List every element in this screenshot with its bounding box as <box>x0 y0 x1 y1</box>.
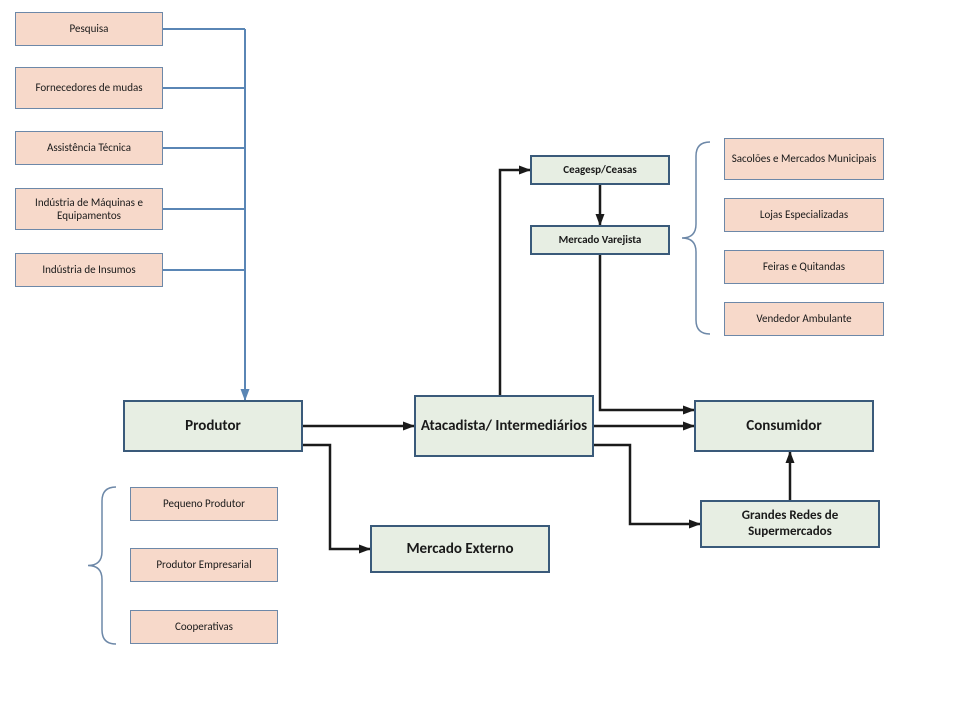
node-lojas-especializadas: Lojas Especializadas <box>724 198 884 232</box>
node-atacadista: Atacadista/ Intermediários <box>414 395 594 457</box>
label: Mercado Varejista <box>559 233 642 246</box>
node-assistencia-tecnica: Assistência Técnica <box>15 131 163 165</box>
arrow-varejista-to-consumidor <box>600 255 694 410</box>
node-pequeno-produtor: Pequeno Produtor <box>130 487 278 521</box>
label: Assistência Técnica <box>47 141 131 154</box>
label: Produtor Empresarial <box>156 558 251 571</box>
label: Indústria de Insumos <box>42 263 135 276</box>
label: Pesquisa <box>70 22 109 35</box>
label: Mercado Externo <box>406 540 513 558</box>
node-feiras-quitandas: Feiras e Quitandas <box>724 250 884 284</box>
node-produtor: Produtor <box>123 400 303 452</box>
label: Fornecedores de mudas <box>35 81 142 94</box>
label: Vendedor Ambulante <box>756 312 851 325</box>
label: Consumidor <box>746 417 821 435</box>
label: Indústria de Máquinas e Equipamentos <box>20 196 158 222</box>
node-industria-maquinas: Indústria de Máquinas e Equipamentos <box>15 188 163 230</box>
label: Lojas Especializadas <box>760 208 848 221</box>
bracket-produtor-types <box>88 487 116 644</box>
label: Atacadista/ Intermediários <box>421 417 587 435</box>
node-mercado-externo: Mercado Externo <box>370 525 550 573</box>
node-grandes-redes-supermercados: Grandes Redes de Supermercados <box>700 500 880 548</box>
label: Cooperativas <box>175 620 233 633</box>
bracket-varejista-types <box>682 142 710 334</box>
node-sacoloes-mercados: Sacolões e Mercados Municipais <box>724 138 884 180</box>
node-vendedor-ambulante: Vendedor Ambulante <box>724 302 884 336</box>
label: Grandes Redes de Supermercados <box>706 508 874 539</box>
label: Sacolões e Mercados Municipais <box>732 152 877 165</box>
node-fornecedores-mudas: Fornecedores de mudas <box>15 67 163 109</box>
arrow-atacadista-to-grandes <box>594 445 700 524</box>
label: Produtor <box>185 417 241 435</box>
node-ceagesp-ceasas: Ceagesp/Ceasas <box>530 155 670 185</box>
node-industria-insumos: Indústria de Insumos <box>15 253 163 287</box>
node-pesquisa: Pesquisa <box>15 12 163 46</box>
node-produtor-empresarial: Produtor Empresarial <box>130 548 278 582</box>
label: Ceagesp/Ceasas <box>563 163 636 176</box>
arrow-atacadista-to-ceagesp <box>500 170 530 395</box>
node-consumidor: Consumidor <box>694 400 874 452</box>
label: Feiras e Quitandas <box>763 260 845 273</box>
node-mercado-varejista: Mercado Varejista <box>530 225 670 255</box>
arrow-produtor-to-mercadoexterno <box>303 445 370 549</box>
label: Pequeno Produtor <box>163 497 245 510</box>
node-cooperativas: Cooperativas <box>130 610 278 644</box>
